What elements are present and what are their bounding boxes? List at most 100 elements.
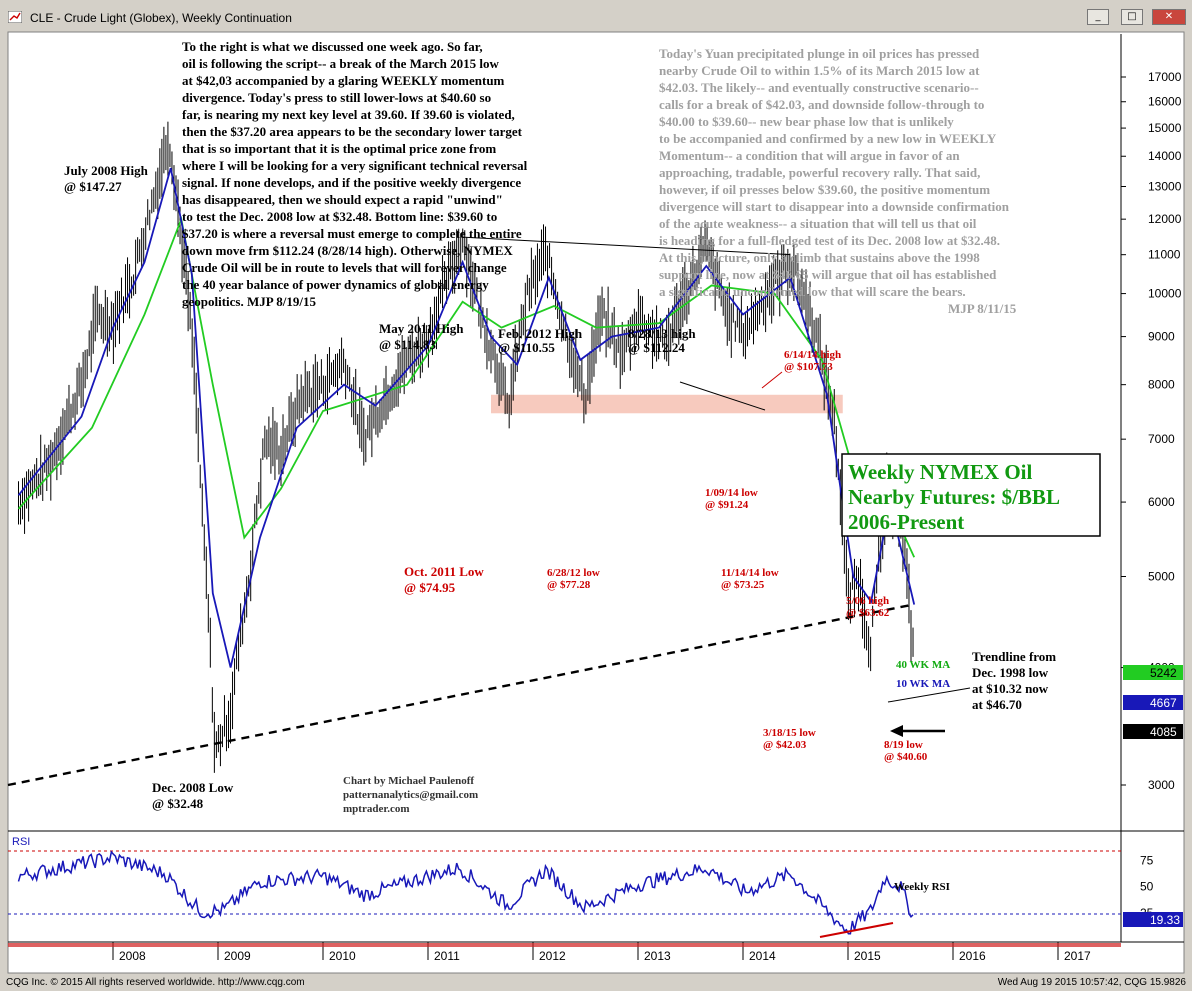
chart-app-icon — [8, 11, 22, 23]
ma40-label: 40 WK MA — [896, 659, 950, 671]
maximize-button[interactable]: □ — [1121, 9, 1143, 25]
label-nov2014-line1: 11/14/14 low — [721, 567, 779, 579]
label-may2015-line2: @ $63.62 — [846, 607, 890, 619]
window-title: CLE - Crude Light (Globex), Weekly Conti… — [30, 11, 292, 25]
time-tick-label: 2010 — [329, 949, 356, 963]
commentary-right-line: a significant, unconfirmed low that will… — [659, 284, 966, 299]
time-tick-label: 2013 — [644, 949, 671, 963]
window-titlebar: CLE - Crude Light (Globex), Weekly Conti… — [0, 0, 1192, 34]
label-oct2011-line2: @ $74.95 — [404, 580, 456, 595]
commentary-right-line: support line, now at $46.65 will argue t… — [659, 267, 997, 282]
label-trendline-line2: Dec. 1998 low — [972, 665, 1049, 680]
title-box — [841, 453, 1101, 537]
commentary-left-line: divergence. Today's press to still lower… — [182, 90, 491, 105]
commentary-left-line: Crude Oil will be in route to levels tha… — [182, 260, 507, 275]
label-jun2014-line2: @ $107.73 — [784, 361, 833, 373]
label-trendline-line4: at $46.70 — [972, 697, 1022, 712]
commentary-left-line: far, is nearing my next key level at 39.… — [182, 107, 515, 122]
commentary-right-line: $42.03. The likely-- and eventually cons… — [659, 80, 979, 95]
arrow-icon — [890, 725, 945, 737]
rsi-axis-ticks: 255075 — [1140, 853, 1154, 920]
time-axis-ticks: 2008 2009 2010 2011 2012 2013 2014 2015 2016 2017 — [112, 942, 1091, 963]
chart-canvas: 3000400050006000700080009000100001100012… — [7, 31, 1185, 974]
price-tick-label: 8000 — [1148, 378, 1175, 392]
label-feb2012-line2: @ $110.55 — [498, 340, 555, 355]
time-tick-label: 2012 — [539, 949, 566, 963]
rsi-tick-label: 50 — [1140, 880, 1154, 894]
label-mar2015-line2: @ $42.03 — [763, 739, 807, 751]
time-tick-label: 2017 — [1064, 949, 1091, 963]
label-trendline-line1: Trendline from — [972, 649, 1056, 664]
label-may2011-line1: May 2011 High — [379, 321, 464, 336]
ma10-line — [17, 167, 916, 668]
price-tick-label: 5000 — [1148, 569, 1175, 583]
label-jan2014-line1: 1/09/14 low — [705, 487, 758, 499]
ma40-badge — [1123, 665, 1183, 680]
credit-line2: patternanalytics@gmail.com — [343, 789, 478, 801]
commentary-left-line: signal. If none develops, and if the pos… — [182, 175, 521, 190]
commentary-left-line: To the right is what we discussed one we… — [182, 39, 483, 54]
price-axis-ticks: 3000400050006000700080009000100001100012… — [1121, 70, 1182, 792]
copyright-text: CQG Inc. © 2015 All rights reserved worl… — [6, 977, 305, 988]
ma10-badge-value: 4667 — [1150, 696, 1177, 710]
label-oct2011-line1: Oct. 2011 Low — [404, 564, 484, 579]
commentary-right-line: to be accompanied and confirmed by a new… — [659, 131, 997, 146]
time-tick-label: 2015 — [854, 949, 881, 963]
commentary-left-line: geopolitics. MJP 8/19/15 — [182, 294, 316, 309]
commentary-right-line: divergence will start to disappear into … — [659, 199, 1010, 214]
commentary-left-line: then the $37.20 area appears to be the s… — [182, 124, 523, 139]
price-tick-label: 17000 — [1148, 70, 1182, 84]
price-tick-label: 10000 — [1148, 287, 1182, 301]
label-feb2012-line1: Feb. 2012 High — [498, 326, 583, 341]
commentary-right-line: At this juncture, only a climb that sust… — [659, 250, 980, 265]
label-may2015-line1: 5/06 high — [846, 595, 889, 607]
commentary-right-line: MJP 8/11/15 — [948, 301, 1017, 316]
price-tick-label: 7000 — [1148, 432, 1175, 446]
title-box-line3: 2006-Present — [848, 510, 964, 534]
label-mar2015-line1: 3/18/15 low — [763, 727, 816, 739]
commentary-right-line: of the acute weakness-- a situation that… — [659, 216, 977, 231]
commentary-left-line: $37.20 is where a reversal must emerge t… — [182, 226, 522, 241]
weekly-rsi-label: Weekly RSI — [894, 881, 950, 893]
commentary-right: Today's Yuan precipitated plunge in oil … — [659, 46, 1017, 316]
commentary-left-line: where I will be looking for a very signi… — [182, 158, 528, 173]
ma10-label: 10 WK MA — [896, 678, 950, 690]
commentary-right-line: is heading for a full-fledged test of it… — [659, 233, 1000, 248]
commentary-right-line: approaching, tradable, powerful recovery… — [659, 165, 980, 180]
price-tick-label: 13000 — [1148, 179, 1182, 193]
label-jan2014-line2: @ $91.24 — [705, 499, 749, 511]
rsi-tick-label: 75 — [1140, 853, 1154, 867]
time-tick-label: 2009 — [224, 949, 251, 963]
ma10-badge — [1123, 695, 1183, 710]
label-jun2014-line1: 6/14/14 high — [784, 349, 841, 361]
commentary-right-line: however, if oil presses below $39.60, th… — [659, 182, 990, 197]
rsi-divergence-line — [819, 922, 894, 938]
support-zone — [491, 394, 843, 414]
label-aug2013-line2: @ $112.24 — [628, 340, 685, 355]
price-tick-label: 3000 — [1148, 778, 1175, 792]
title-box-line2: Nearby Futures: $/BBL — [848, 485, 1060, 509]
status-footer: CQG Inc. © 2015 All rights reserved worl… — [0, 975, 1192, 991]
price-tick-label: 14000 — [1148, 149, 1182, 163]
time-tick-label: 2014 — [749, 949, 776, 963]
minimize-button[interactable]: _ — [1087, 9, 1109, 25]
aug-2013-trendline — [679, 381, 766, 411]
label-jun2012-line1: 6/28/12 low — [547, 567, 600, 579]
label-may2011-line2: @ $114.83 — [379, 337, 436, 352]
last-price-badge — [1123, 724, 1183, 739]
trendline-label-leader — [887, 687, 971, 703]
label-july2008-line1: July 2008 High — [64, 163, 149, 178]
rsi-badge-value: 19.33 — [1150, 913, 1180, 927]
label-aug2015-line2: @ $40.60 — [884, 751, 928, 763]
ma40-badge-value: 5242 — [1150, 666, 1177, 680]
label-jun2012-line2: @ $77.28 — [547, 579, 591, 591]
close-button[interactable]: ✕ — [1152, 9, 1186, 25]
label-dec2008-line1: Dec. 2008 Low — [152, 780, 234, 795]
price-tick-label: 6000 — [1148, 495, 1175, 509]
commentary-left-line: down move frm $112.24 (8/28/14 high). Ot… — [182, 243, 513, 258]
label-dec2008-line2: @ $32.48 — [152, 796, 204, 811]
time-axis-band — [8, 943, 1121, 947]
commentary-right-line: calls for a break of $42.03, and downsid… — [659, 97, 984, 112]
price-tick-label: 12000 — [1148, 212, 1182, 226]
commentary-right-line: $40.00 to $39.60-- new bear phase low th… — [659, 114, 954, 129]
